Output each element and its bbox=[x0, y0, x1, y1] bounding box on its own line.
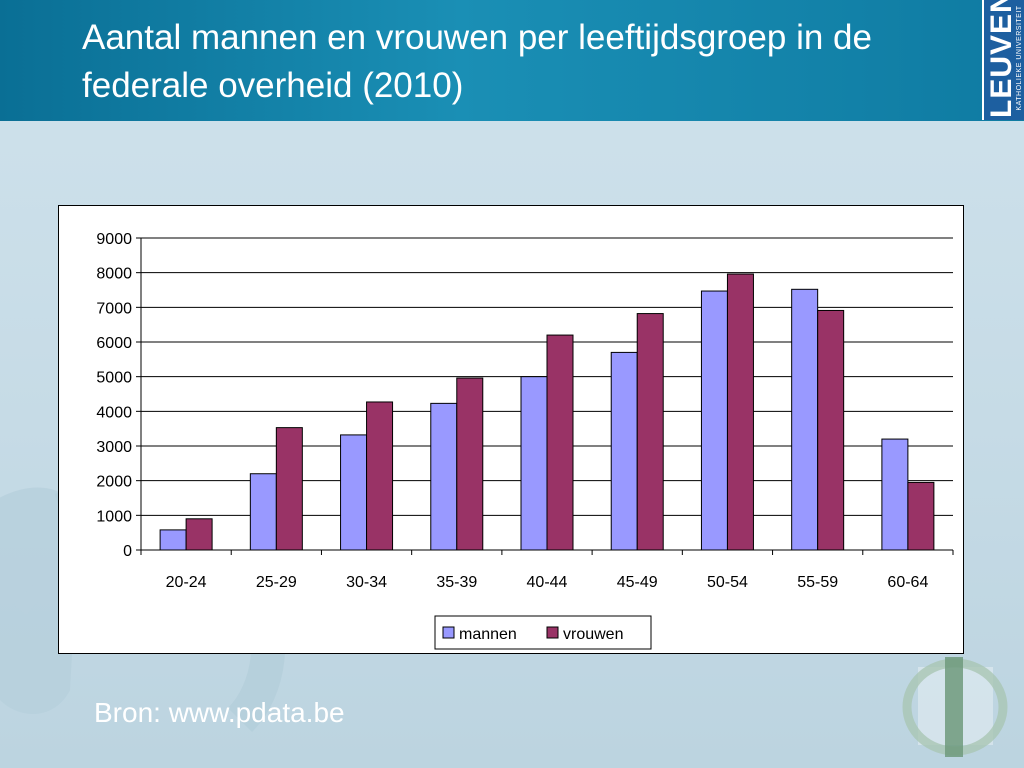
x-tick-label: 55-59 bbox=[797, 574, 838, 591]
x-tick-label: 20-24 bbox=[166, 574, 207, 591]
university-logo: LEUVEN KATHOLIEKE UNIVERSITEIT bbox=[982, 0, 1024, 120]
y-tick-label: 4000 bbox=[96, 404, 132, 421]
bar-vrouwen-50-54 bbox=[726, 273, 754, 551]
logo-subtitle: KATHOLIEKE UNIVERSITEIT bbox=[1016, 5, 1023, 111]
bar-vrouwen-45-49 bbox=[636, 313, 664, 551]
y-tick-label: 7000 bbox=[96, 300, 132, 317]
corner-emblem-icon bbox=[902, 657, 1008, 757]
bar-vrouwen-60-64 bbox=[907, 481, 935, 551]
y-tick-label: 6000 bbox=[96, 335, 132, 352]
bar-mannen-30-34 bbox=[340, 434, 368, 551]
bar-mannen-55-59 bbox=[791, 288, 819, 551]
x-tick-label: 40-44 bbox=[527, 574, 568, 591]
source-citation: Bron: www.pdata.be bbox=[94, 697, 345, 728]
bar-mannen-50-54 bbox=[700, 290, 728, 551]
bar-mannen-45-49 bbox=[610, 351, 638, 551]
bar-mannen-25-29 bbox=[249, 473, 277, 551]
y-tick-label: 1000 bbox=[96, 508, 132, 525]
bar-mannen-60-64 bbox=[881, 438, 909, 551]
bar-vrouwen-35-39 bbox=[456, 377, 484, 551]
x-tick-label: 60-64 bbox=[887, 574, 928, 591]
y-tick-label: 2000 bbox=[96, 474, 132, 491]
legend-swatch-vrouwen bbox=[546, 626, 559, 639]
bar-vrouwen-20-24 bbox=[185, 518, 213, 551]
x-tick-label: 35-39 bbox=[436, 574, 477, 591]
bar-vrouwen-25-29 bbox=[275, 427, 303, 551]
bar-vrouwen-55-59 bbox=[817, 309, 845, 551]
slide-title: Aantal mannen en vrouwen per leeftijdsgr… bbox=[82, 18, 872, 105]
bar-vrouwen-30-34 bbox=[366, 401, 394, 551]
x-tick-label: 25-29 bbox=[256, 574, 297, 591]
logo-wordmark: LEUVEN bbox=[985, 0, 1018, 118]
legend-label-vrouwen: vrouwen bbox=[563, 626, 623, 643]
slide-header: Aantal mannen en vrouwen per leeftijdsgr… bbox=[0, 0, 1024, 121]
chart-canvas: 0 1000 2000 3000 4000 5000 6000 7000 8000 9000 20-… bbox=[96, 231, 954, 650]
bar-chart: 0 1000 2000 3000 4000 5000 6000 7000 8000 9000 20-… bbox=[58, 205, 964, 654]
y-tick-label: 8000 bbox=[96, 266, 132, 283]
legend-swatch-mannen bbox=[442, 626, 455, 639]
y-tick-label: 3000 bbox=[96, 439, 132, 456]
bar-mannen-35-39 bbox=[430, 402, 458, 551]
y-tick-label: 0 bbox=[123, 543, 132, 560]
x-tick-label: 30-34 bbox=[346, 574, 387, 591]
y-tick-label: 5000 bbox=[96, 370, 132, 387]
legend-box bbox=[434, 615, 652, 650]
x-tick-label: 50-54 bbox=[707, 574, 748, 591]
x-tick-label: 45-49 bbox=[617, 574, 658, 591]
legend-label-mannen: mannen bbox=[459, 626, 517, 643]
bar-mannen-20-24 bbox=[159, 529, 187, 551]
bar-vrouwen-40-44 bbox=[546, 334, 574, 551]
bar-mannen-40-44 bbox=[520, 376, 548, 551]
y-tick-label: 9000 bbox=[96, 231, 132, 248]
